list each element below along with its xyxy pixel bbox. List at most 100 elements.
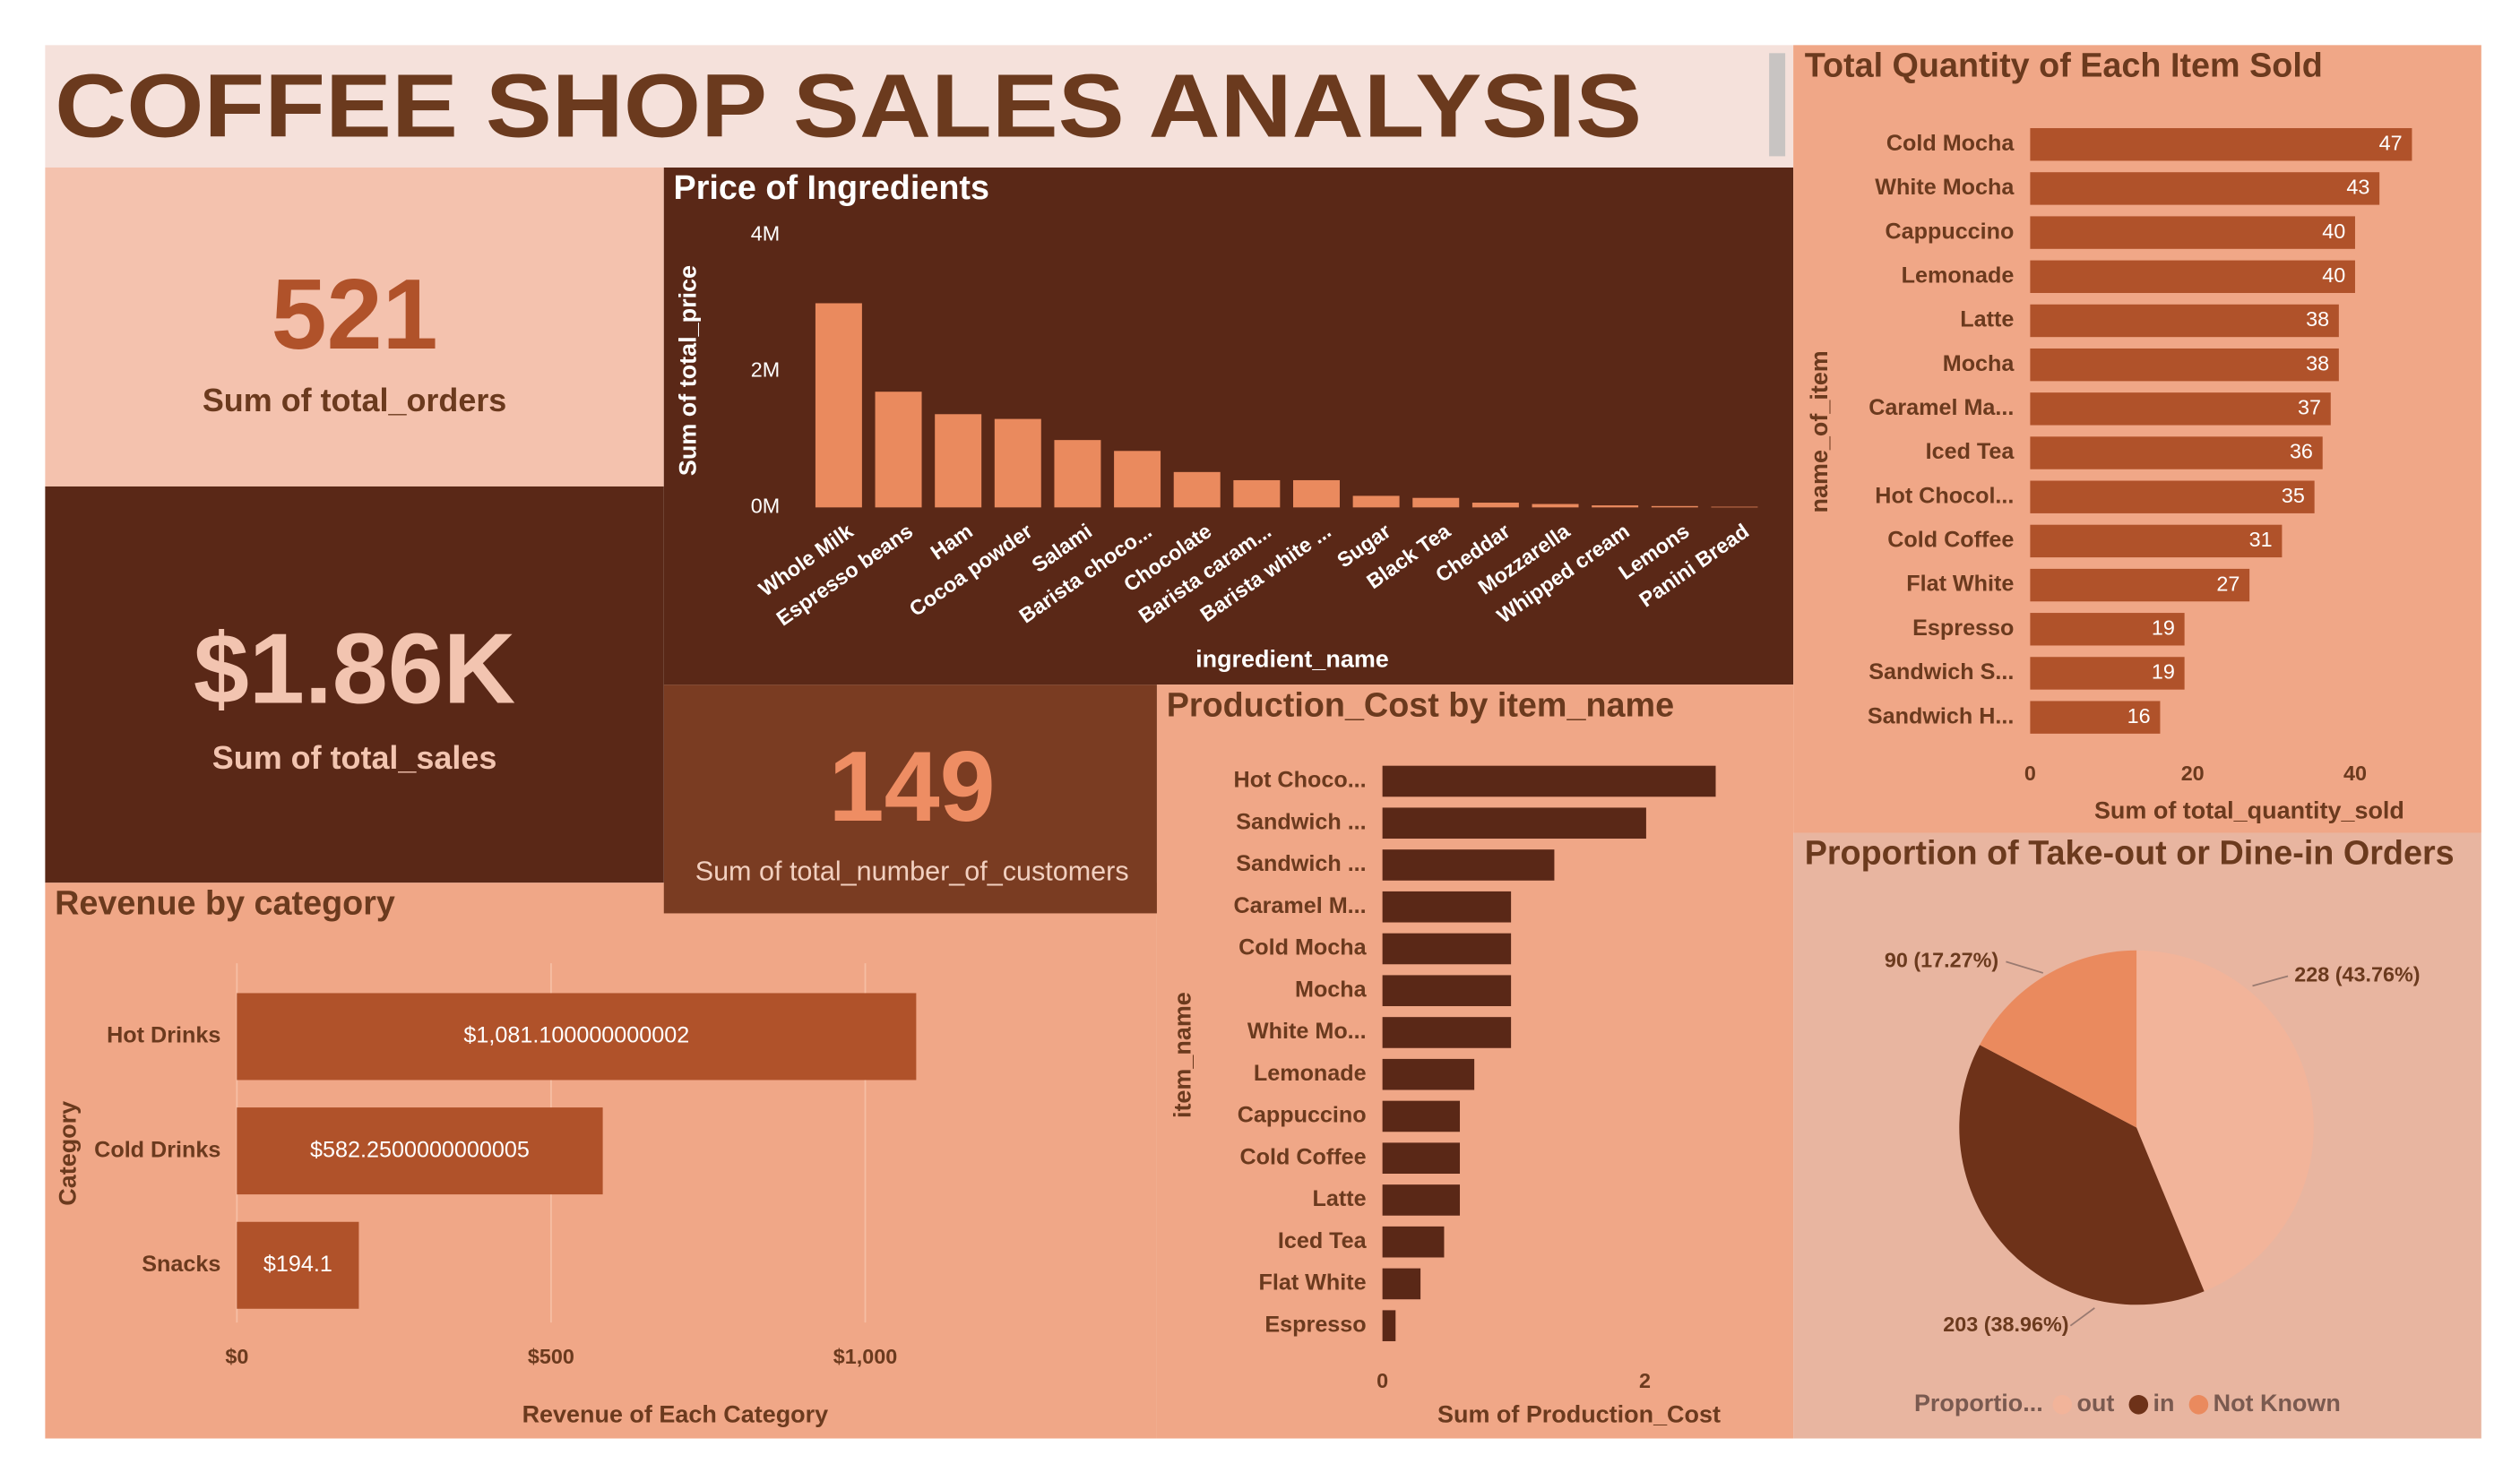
panel-title: Proportion of Take-out or Dine-in Orders: [1805, 834, 2455, 872]
y-tick-label: Latte: [1960, 307, 2014, 332]
y-tick-label: Flat White: [1258, 1270, 1366, 1296]
bar: [815, 303, 862, 508]
x-tick-label: 0: [1377, 1369, 1388, 1392]
y-tick-label: 2M: [751, 358, 780, 382]
x-axis-title: Revenue of Each Category: [522, 1400, 829, 1427]
pie-slice: [2136, 950, 2314, 1292]
data-label: 40: [2322, 220, 2345, 243]
y-tick-label: Caramel Ma...: [1868, 395, 2014, 420]
legend-entry: in: [2153, 1390, 2175, 1416]
bar: [2030, 172, 2380, 205]
y-tick-label: Cold Coffee: [1887, 528, 2014, 553]
y-tick-label: Cold Drinks: [94, 1137, 220, 1162]
bar: [1382, 849, 1555, 881]
y-tick-label: Cold Mocha: [1238, 935, 1368, 960]
pie-slice: [1980, 950, 2137, 1128]
y-tick-label: Iced Tea: [1278, 1228, 1368, 1253]
y-axis-title: item_name: [1169, 992, 1196, 1118]
card-value: 149: [829, 730, 996, 842]
bar: [1382, 1058, 1475, 1090]
leader-line: [2006, 960, 2044, 974]
leader-line: [2252, 975, 2289, 987]
bar: [2030, 480, 2315, 513]
x-tick-label: $1,000: [833, 1345, 897, 1368]
bar: [1532, 504, 1579, 508]
bar: [1412, 497, 1460, 508]
data-label: 43: [2346, 176, 2369, 199]
pie-label: 90 (17.27%): [1885, 949, 1998, 972]
panel-title: Revenue by category: [55, 883, 395, 921]
bar: [1711, 506, 1758, 508]
y-tick-label: Flat White: [1906, 572, 2014, 597]
pie-label: 203 (38.96%): [1943, 1313, 2068, 1336]
bar: [2030, 568, 2250, 602]
x-axis-title: Sum of total_quantity_sold: [2094, 796, 2404, 823]
y-tick-label: Sandwich S...: [1868, 659, 2014, 685]
data-label: 19: [2152, 616, 2175, 639]
y-tick-label: Iced Tea: [1926, 439, 2015, 464]
bar: [1382, 765, 1716, 797]
data-label: 36: [2290, 440, 2313, 463]
bar: [237, 1221, 359, 1309]
title-banner: [45, 45, 1794, 168]
bar: [994, 418, 1041, 508]
bar: [1471, 503, 1519, 508]
pie-label: 228 (43.76%): [2294, 963, 2420, 986]
y-tick-label: Latte: [1313, 1186, 1367, 1211]
x-tick-label: 40: [2343, 762, 2367, 785]
bar: [2030, 128, 2412, 161]
scrollbar: [1769, 53, 1786, 157]
y-tick-label: Espresso: [1264, 1312, 1366, 1337]
bar: [2030, 304, 2339, 338]
bar: [2030, 701, 2161, 734]
y-axis-title: Category: [54, 1101, 81, 1206]
y-tick-label: Mocha: [1943, 351, 2015, 376]
data-label: 38: [2306, 351, 2329, 375]
bar: [1292, 479, 1340, 508]
x-tick-label: 0: [2024, 762, 2036, 785]
x-tick-label: 2: [1639, 1369, 1651, 1392]
bar: [1173, 471, 1221, 508]
bar: [2030, 348, 2339, 382]
y-tick-label: Mocha: [1295, 977, 1368, 1002]
dashboard-title: COFFEE SHOP SALES ANALYSIS: [55, 56, 1642, 156]
bar: [1382, 1142, 1461, 1174]
y-axis-title: Sum of total_price: [675, 265, 702, 476]
bar: [1054, 440, 1101, 508]
data-label: 16: [2127, 704, 2151, 728]
bar: [1651, 505, 1698, 508]
y-tick-label: Cappuccino: [1885, 219, 2014, 244]
sales-card: [45, 486, 664, 883]
y-tick-label: Sandwich ...: [1236, 851, 1366, 876]
data-label: $194.1: [263, 1252, 332, 1277]
y-tick-label: 0M: [751, 495, 780, 518]
bar: [2030, 260, 2355, 293]
y-tick-label: White Mocha: [1875, 175, 2015, 200]
production-panel: [1156, 685, 1794, 1439]
bar: [1382, 1268, 1421, 1300]
legend-marker: [2128, 1394, 2149, 1415]
bar: [935, 414, 982, 508]
customers-card: [663, 685, 1157, 914]
data-label: 40: [2322, 263, 2345, 287]
orders-card: [45, 167, 664, 486]
data-label: 31: [2249, 528, 2273, 551]
bar: [1382, 1017, 1512, 1048]
data-label: 27: [2216, 572, 2240, 595]
bar: [1382, 1100, 1461, 1132]
bar: [1233, 479, 1281, 508]
x-tick-label: 20: [2181, 762, 2205, 785]
x-axis-title: ingredient_name: [1195, 645, 1389, 672]
bar: [1382, 807, 1646, 840]
y-axis-title: name_of_item: [1806, 350, 1833, 512]
pie-slice: [1959, 1045, 2205, 1305]
legend-title: Proportio...: [1914, 1390, 2043, 1416]
y-tick-label: Snacks: [142, 1252, 220, 1277]
y-tick-label: Sandwich H...: [1868, 703, 2015, 728]
bar: [1592, 505, 1639, 508]
y-tick-label: Lemonade: [1254, 1061, 1367, 1086]
card-value: 521: [272, 258, 438, 370]
y-tick-label: Hot Chocol...: [1875, 483, 2014, 508]
